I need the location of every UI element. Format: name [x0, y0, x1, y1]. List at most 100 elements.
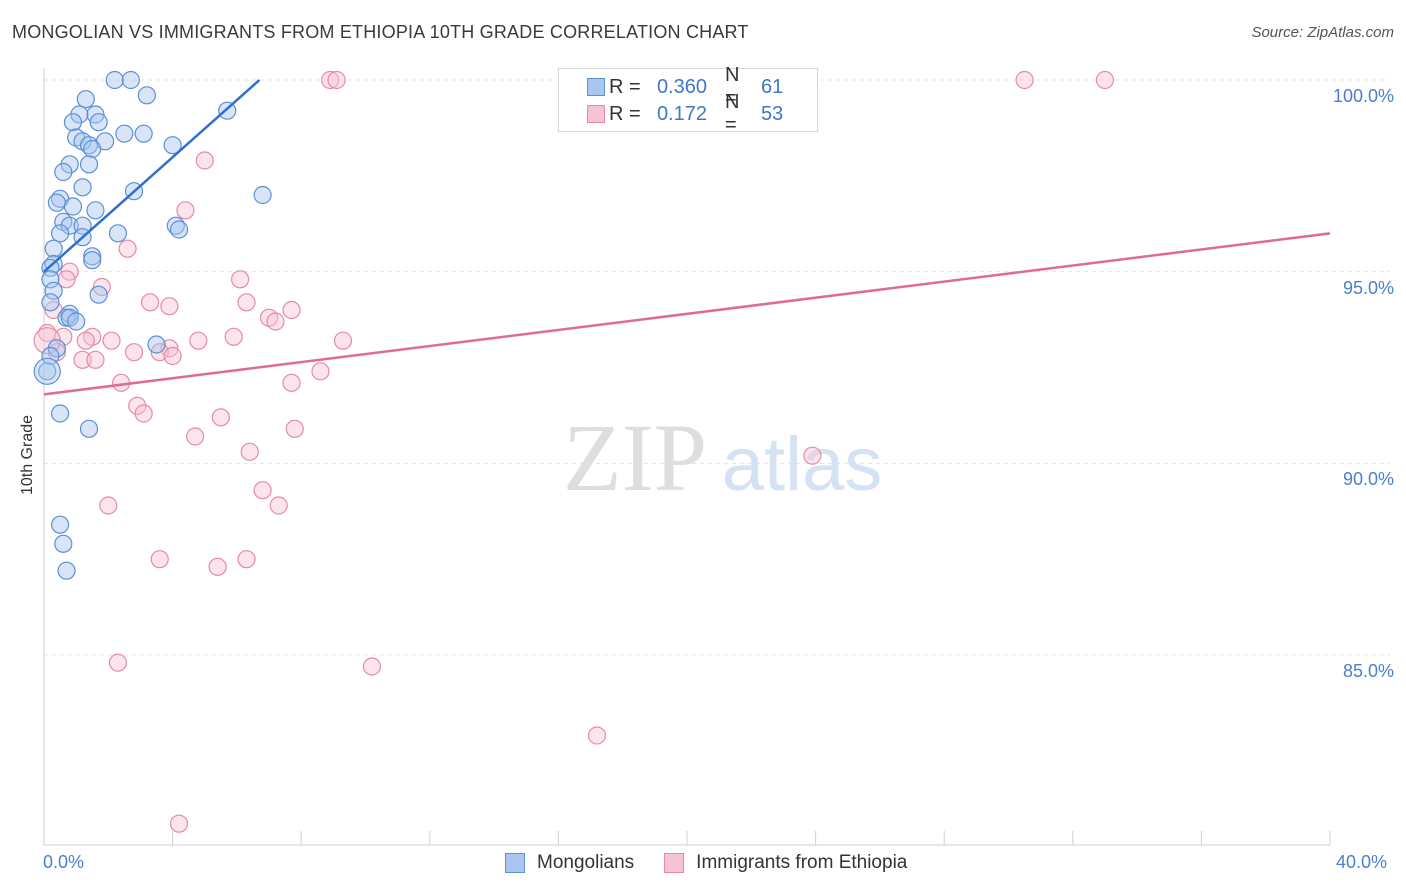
- y-tick-label: 90.0%: [1342, 469, 1394, 490]
- ethiopia-point: [231, 270, 250, 289]
- ethiopia-point: [282, 373, 301, 392]
- ethiopia-point: [76, 331, 95, 350]
- ethiopia-point: [57, 270, 76, 289]
- ethiopia-point: [176, 201, 195, 220]
- mongolian-point: [83, 251, 102, 270]
- mongolian-point: [115, 124, 134, 143]
- ethiopia-points: [33, 70, 1115, 833]
- legend-row-ethiopia: R = 0.172 N = 53: [587, 91, 784, 136]
- legend-n-value: 53: [761, 102, 784, 125]
- mongolian-point: [47, 193, 66, 212]
- mongolian-trend-line: [43, 79, 261, 273]
- legend-n-label: N =: [725, 91, 740, 136]
- mongolian-point: [44, 281, 63, 300]
- mongolian-point: [41, 270, 60, 289]
- watermark-zip: ZIP: [563, 404, 707, 511]
- gridlines: [44, 79, 1390, 656]
- ethiopia-point: [189, 331, 208, 350]
- mongolian-point: [60, 216, 79, 235]
- ethiopia-point: [327, 70, 346, 90]
- mongolian-point: [83, 139, 102, 159]
- mongolian-point: [121, 70, 140, 90]
- legend-row-mongolians: R = 0.360 N = 61: [587, 64, 784, 109]
- mongolian-point: [169, 220, 189, 239]
- mongolian-point: [57, 561, 76, 580]
- mongolian-point: [54, 162, 73, 182]
- watermark-atlas: atlas: [722, 422, 883, 507]
- ethiopia-point: [73, 350, 92, 369]
- mongolian-point: [253, 185, 272, 205]
- mongolian-point: [147, 335, 166, 354]
- ethiopia-point: [282, 300, 301, 320]
- mongolian-point: [44, 239, 63, 258]
- mongolian-points: [33, 70, 272, 580]
- legend-r-label: R =: [609, 75, 641, 98]
- ethiopia-point: [124, 343, 144, 362]
- legend-r-value: 0.172: [656, 102, 707, 125]
- ethiopia-point: [333, 331, 353, 350]
- ethiopia-point: [54, 327, 73, 346]
- y-tick-label: 100.0%: [1332, 86, 1394, 106]
- legend-n-value: 61: [761, 75, 784, 98]
- ethiopia-point: [163, 346, 182, 366]
- ethiopia-point: [140, 293, 160, 312]
- mongolian-point: [79, 155, 99, 174]
- ethiopia-point: [311, 362, 330, 381]
- mongolian-point: [89, 113, 108, 132]
- mongolian-point: [89, 285, 108, 304]
- mongolian-point: [38, 362, 57, 381]
- mongolian-point: [105, 70, 124, 90]
- y-tick-label: 85.0%: [1342, 661, 1394, 681]
- mongolian-point: [83, 247, 102, 266]
- ethiopia-point: [803, 446, 822, 465]
- legend-n-label: N =: [725, 64, 740, 109]
- ethiopia-point: [362, 657, 382, 676]
- ethiopia-point: [134, 404, 153, 423]
- mongolian-point: [163, 136, 182, 155]
- ethiopia-point: [102, 331, 121, 350]
- legend-item-ethiopia: Immigrants from Ethiopia: [664, 852, 907, 874]
- chart-title: MONGOLIAN VS IMMIGRANTS FROM ETHIOPIA 10…: [12, 22, 749, 42]
- ethiopia-point: [253, 481, 272, 500]
- legend-swatch-blue: [587, 78, 605, 96]
- ethiopia-point: [1015, 70, 1034, 90]
- ethiopia-point: [186, 427, 205, 446]
- mongolian-point: [73, 178, 92, 197]
- trend-lines: [43, 79, 1331, 396]
- y-tick-label: 95.0%: [1342, 277, 1394, 298]
- mongolian-point: [41, 293, 60, 312]
- mongolian-point: [54, 534, 73, 553]
- ethiopia-point: [195, 151, 214, 170]
- mongolian-point: [86, 201, 105, 220]
- ethiopia-point: [150, 550, 169, 569]
- ethiopia-point: [118, 239, 137, 258]
- legend-r-value: 0.360: [656, 75, 707, 98]
- mongolian-point: [63, 113, 83, 132]
- ethiopia-point: [321, 70, 340, 90]
- mongolian-point: [76, 90, 95, 109]
- mongolian-point: [108, 224, 128, 243]
- x-tick-label-max: 40.0%: [1336, 852, 1388, 872]
- ethiopia-point: [1095, 70, 1115, 90]
- ethiopia-point: [240, 442, 259, 461]
- ethiopia-point: [269, 496, 288, 515]
- ethiopia-point: [285, 419, 304, 438]
- ethiopia-point: [169, 814, 189, 833]
- mongolian-point: [50, 224, 70, 243]
- ethiopia-point: [237, 293, 256, 312]
- ethiopia-point: [266, 312, 285, 331]
- ethiopia-point: [208, 557, 227, 576]
- mongolian-point: [63, 197, 83, 216]
- correlation-legend: R = 0.360 N = 61 R = 0.172 N = 53: [558, 64, 818, 136]
- mongolian-point: [137, 86, 156, 105]
- ethiopia-point: [224, 327, 243, 346]
- legend-item-mongolians: Mongolians: [505, 852, 634, 874]
- ethiopia-trend-line: [43, 232, 1331, 396]
- legend-swatch-blue: [505, 853, 525, 873]
- mongolian-point: [50, 515, 70, 534]
- mongolian-point: [50, 404, 70, 423]
- ethiopia-point: [237, 550, 256, 569]
- ethiopia-point: [160, 297, 179, 316]
- ethiopia-point: [108, 653, 128, 672]
